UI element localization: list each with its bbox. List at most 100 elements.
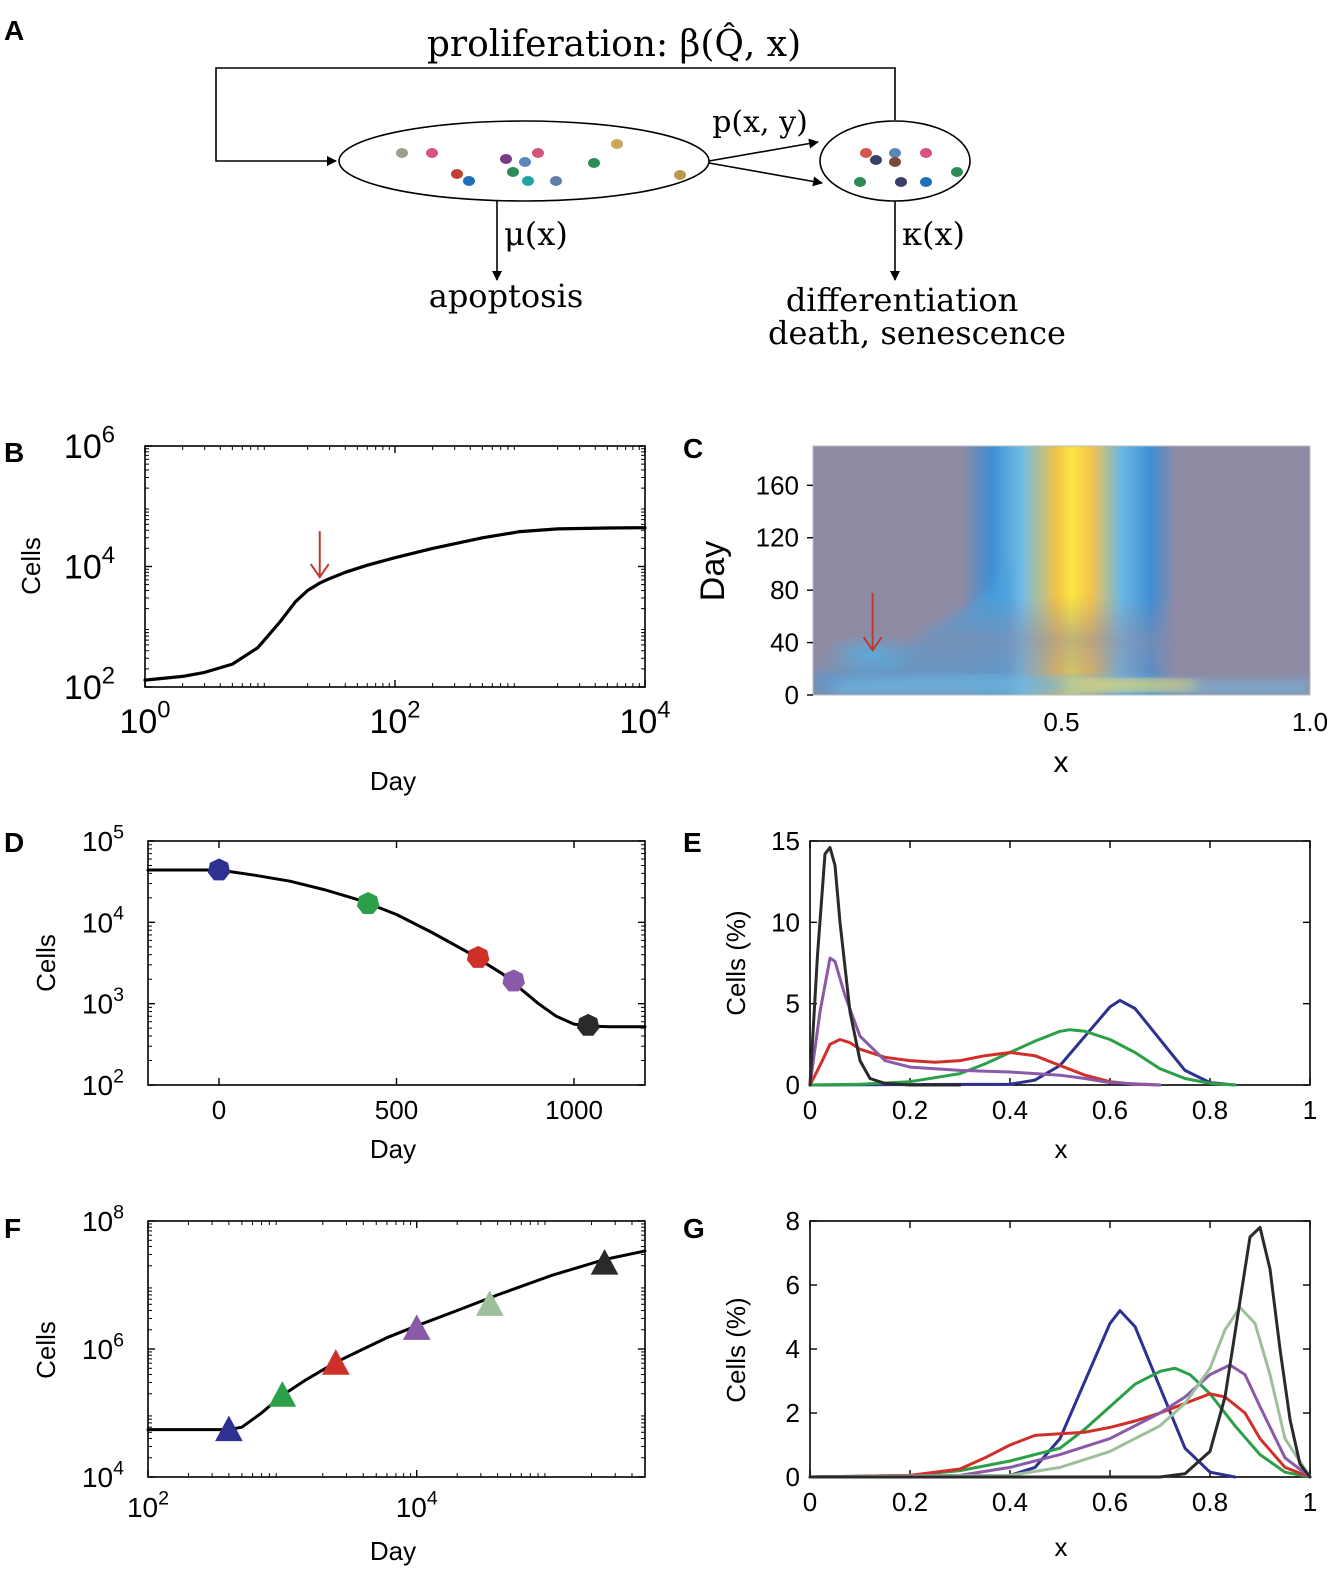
y-tick-label-c: 160	[756, 470, 799, 500]
x-tick-label-c: 0.5	[1043, 707, 1079, 737]
cell-dot	[889, 157, 901, 167]
y-tick-label-g: 8	[786, 1206, 800, 1236]
y-tick-label-c: 80	[770, 575, 799, 605]
x-tick-label-d: 500	[375, 1095, 418, 1125]
proliferation-label: proliferation: β(Q̂, x)	[427, 22, 801, 65]
x-tick-label-g: 1	[1303, 1487, 1317, 1517]
y-tick-label-e: 5	[786, 989, 800, 1019]
y-tick-label-f-exp: 4	[113, 1457, 124, 1479]
y-tick-label-e: 15	[771, 826, 800, 856]
x-tick-label-f-exp: 4	[427, 1487, 438, 1509]
x-tick-label-f: 104	[396, 1487, 438, 1523]
marks-g: 0 0.2 0.4 0.6 0.8 1 0 2 4 6 8	[786, 1206, 1318, 1517]
y-axis-label-g: Cells (%)	[721, 1297, 751, 1402]
cell-dot	[895, 177, 907, 187]
cell-dot	[396, 148, 408, 158]
y-tick-label-f: 104	[82, 1457, 124, 1493]
series-line-g-5	[808, 1225, 1312, 1479]
marker-f-4	[475, 1290, 504, 1316]
y-tick-label-b-exp: 4	[102, 542, 115, 569]
panel-label-e: E	[683, 827, 702, 858]
y-tick-label-f: 106	[82, 1329, 124, 1365]
y-axis-label-d: Cells	[31, 934, 61, 992]
marks-c: 0.5 1.0 0 40 80 120 160	[756, 470, 1328, 737]
cell-dot	[532, 148, 544, 158]
y-tick-label-b-exp: 2	[102, 663, 115, 690]
transition-arrow-upper	[708, 138, 819, 162]
marker-d-3	[502, 969, 525, 992]
proliferation-feedback-arrow	[215, 67, 896, 166]
x-tick-label-f: 102	[127, 1487, 169, 1523]
x-axis-label-g: x	[1055, 1532, 1068, 1562]
x-tick-label-b-base: 10	[119, 703, 157, 741]
y-tick-label-b: 102	[64, 663, 115, 707]
exit-rate-label: κ(x)	[902, 215, 965, 253]
x-tick-label-b-exp: 4	[657, 697, 670, 724]
cell-dot	[522, 176, 534, 186]
y-tick-label-g: 6	[786, 1270, 800, 1300]
series-line-g-4	[808, 1305, 1312, 1479]
y-tick-label-d-base: 10	[82, 826, 113, 857]
x-tick-label-g: 0.8	[1192, 1487, 1228, 1517]
y-tick-label-d-exp: 3	[113, 984, 124, 1006]
cell-dot	[860, 148, 872, 158]
marker-f-0	[215, 1415, 243, 1442]
x-tick-label-g: 0.2	[892, 1487, 928, 1517]
x-tick-label-f-exp: 2	[158, 1487, 169, 1509]
x-tick-label-e: 0.6	[1092, 1095, 1128, 1125]
x-tick-label-e: 0.2	[892, 1095, 928, 1125]
y-tick-label-b: 106	[64, 422, 115, 466]
y-tick-label-f-base: 10	[82, 1334, 113, 1365]
heatmap-early-blob	[820, 633, 920, 677]
y-tick-label-f-exp: 8	[113, 1201, 124, 1223]
heatmap-initial-peak	[1060, 679, 1200, 691]
y-tick-label-b-base: 10	[64, 549, 102, 587]
y-tick-label-d-exp: 4	[113, 903, 124, 925]
y-tick-label-d-exp: 5	[113, 821, 124, 843]
cell-dot	[500, 154, 512, 164]
x-tick-label-b-base: 10	[369, 703, 407, 741]
y-tick-label-d-base: 10	[82, 907, 113, 938]
y-tick-label-d-base: 10	[82, 989, 113, 1020]
cell-dot	[451, 169, 463, 179]
x-tick-label-e: 0	[803, 1095, 817, 1125]
x-tick-label-g: 0	[803, 1487, 817, 1517]
panel-g-distributions: G 0 0.2 0.4 0.6 0.8 1 0 2 4 6 8 x Cells (%)	[683, 1206, 1317, 1562]
cell-dot	[920, 177, 932, 187]
panel-label-b: B	[4, 437, 24, 468]
marker-f-1	[268, 1381, 297, 1407]
series-line-e-4	[808, 846, 962, 1087]
series-line-g-0	[808, 1309, 1237, 1479]
cell-dot	[889, 148, 901, 158]
y-tick-label-d-base: 10	[82, 1070, 113, 1101]
series-line-e-2	[808, 1038, 1162, 1087]
marker-d-4	[576, 1013, 600, 1036]
plot-frame-b	[144, 445, 646, 688]
series-line-e-0	[808, 998, 1237, 1087]
panel-label-c: C	[683, 433, 703, 464]
x-tick-label-b: 100	[119, 697, 170, 741]
series-line-g-1	[808, 1366, 1312, 1479]
cell-dot	[854, 177, 866, 187]
series-line-f-0	[146, 1249, 647, 1432]
x-axis-label-c: x	[1054, 746, 1069, 779]
x-tick-label-b-base: 10	[619, 703, 657, 741]
y-tick-label-c: 40	[770, 628, 799, 658]
y-tick-label-e: 10	[771, 907, 800, 937]
x-axis-label-d: Day	[370, 1134, 416, 1164]
cell-dot	[870, 155, 882, 165]
x-tick-label-c: 1.0	[1292, 707, 1328, 737]
apoptosis-label: apoptosis	[429, 277, 584, 315]
x-tick-label-e: 1	[1303, 1095, 1317, 1125]
panel-c-heatmap: C 0.5 1.0 0 40 80 120 160 x Day	[683, 433, 1328, 779]
transition-arrow-lower	[708, 162, 823, 187]
marker-d-0	[207, 858, 231, 881]
x-tick-label-e: 0.4	[992, 1095, 1028, 1125]
